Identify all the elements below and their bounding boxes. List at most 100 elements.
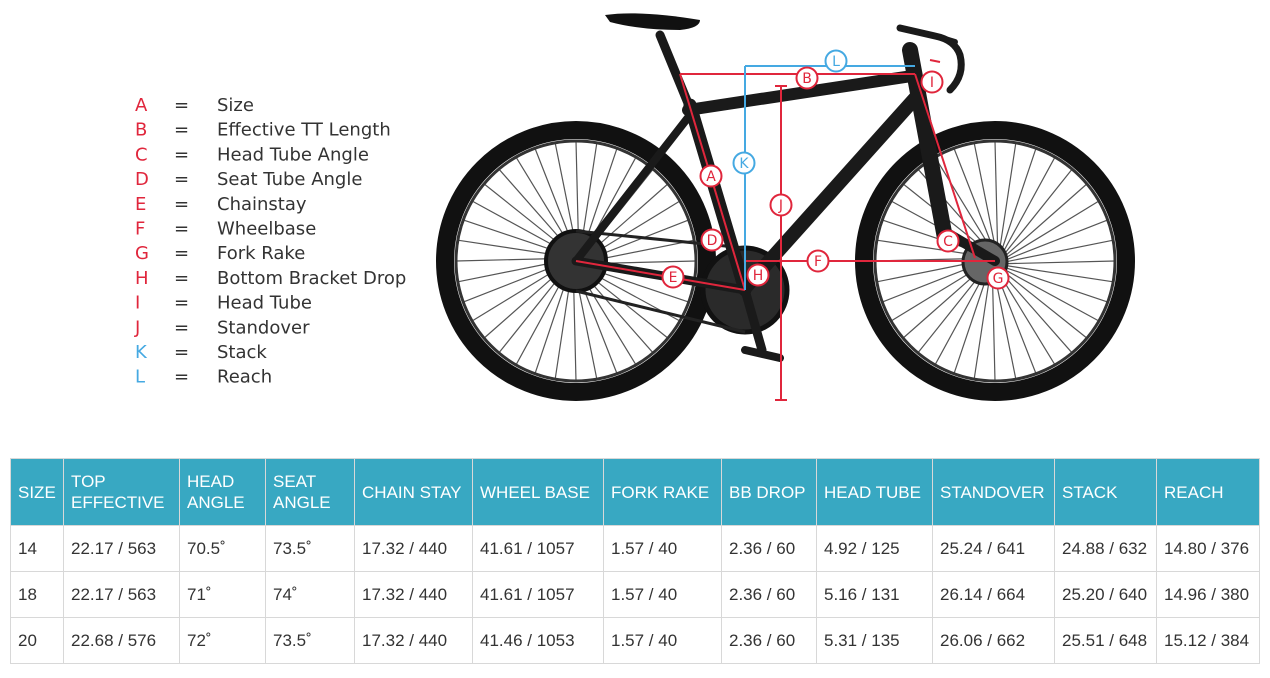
legend-label: Head Tube	[217, 293, 312, 314]
table-cell: 26.14 / 664	[932, 571, 1055, 618]
legend-letter: A	[135, 95, 148, 116]
marker-circle	[920, 70, 944, 94]
legend-equals: =	[174, 169, 189, 190]
header-cell: REACH	[1156, 458, 1260, 526]
legend-label: Stack	[217, 342, 267, 363]
table-cell: 1.57 / 40	[603, 525, 722, 572]
legend-equals: =	[174, 243, 189, 264]
header-cell: SEAT ANGLE	[265, 458, 355, 526]
marker-circle	[824, 49, 848, 73]
table-cell: 14	[10, 525, 64, 572]
marker-letter: F	[814, 254, 822, 270]
table-row: 20 22.68 / 576 72˚ 73.5˚ 17.32 / 440 41.46 / …	[10, 617, 1260, 664]
table-row: 14 22.17 / 563 70.5˚ 73.5˚ 17.32 / 440 41.61 …	[10, 525, 1260, 572]
marker-letter: C	[943, 234, 953, 250]
table-cell: 70.5˚	[179, 525, 266, 572]
geometry-table: SIZE TOP EFFECTIVE HEAD ANGLE SEAT ANGLE CHA…	[10, 458, 1260, 664]
legend-label: Standover	[217, 317, 310, 338]
table-cell: 2.36 / 60	[721, 571, 817, 618]
header-cell: HEAD ANGLE	[179, 458, 266, 526]
table-cell: 5.16 / 131	[816, 571, 933, 618]
marker-letter: I	[930, 75, 934, 91]
legend-label: Bottom Bracket Drop	[217, 268, 406, 289]
marker-circle	[661, 265, 685, 289]
diagram-markers: A B C D E F G H I J K L	[661, 49, 1010, 290]
table-cell: 22.17 / 563	[63, 525, 180, 572]
table-cell: 18	[10, 571, 64, 618]
legend-label: Wheelbase	[217, 219, 316, 240]
header-cell: STANDOVER	[932, 458, 1055, 526]
legend-letter: E	[135, 194, 146, 215]
table-cell: 2.36 / 60	[721, 617, 817, 664]
legend-equals: =	[174, 219, 189, 240]
legend-label: Chainstay	[217, 194, 307, 215]
legend-letter: K	[135, 342, 148, 363]
marker-letter: J	[778, 198, 783, 214]
table-cell: 25.51 / 648	[1054, 617, 1157, 664]
legend-equals: =	[174, 120, 189, 141]
table-cell: 22.17 / 563	[63, 571, 180, 618]
legend-letter: H	[135, 268, 149, 289]
legend-label: Head Tube Angle	[217, 144, 369, 165]
legend-letter: J	[134, 317, 140, 338]
marker-letter: B	[802, 71, 812, 87]
marker-letter: L	[832, 54, 840, 70]
marker-letter: K	[739, 156, 749, 172]
legend-letter: B	[135, 120, 147, 141]
table-cell: 26.06 / 662	[932, 617, 1055, 664]
table-cell: 20	[10, 617, 64, 664]
legend-letter: I	[135, 293, 140, 314]
table-cell: 1.57 / 40	[603, 571, 722, 618]
marker-letter: A	[706, 169, 716, 185]
table-cell: 17.32 / 440	[354, 617, 473, 664]
table-cell: 41.61 / 1057	[472, 571, 604, 618]
table-cell: 14.96 / 380	[1156, 571, 1260, 618]
header-cell: TOP EFFECTIVE	[63, 458, 180, 526]
legend-equals: =	[174, 144, 189, 165]
table-cell: 15.12 / 384	[1156, 617, 1260, 664]
legend-equals: =	[174, 342, 189, 363]
table-cell: 73.5˚	[265, 617, 355, 664]
table-cell: 41.46 / 1053	[472, 617, 604, 664]
bike-diagram: A = Size B = Effective TT Length C = Head Tube A…	[134, 13, 1135, 401]
legend-label: Size	[217, 95, 254, 116]
table-cell: 24.88 / 632	[1054, 525, 1157, 572]
table-cell: 71˚	[179, 571, 266, 618]
header-cell: FORK RAKE	[603, 458, 722, 526]
marker-circle	[769, 193, 793, 217]
marker-circle	[806, 249, 830, 273]
header-row: SIZE TOP EFFECTIVE HEAD ANGLE SEAT ANGLE CHA…	[10, 458, 1260, 526]
marker-circle	[746, 263, 770, 287]
legend-label: Effective TT Length	[217, 120, 391, 141]
legend-equals: =	[174, 194, 189, 215]
header-cell: HEAD TUBE	[816, 458, 933, 526]
legend-letter: G	[135, 243, 149, 264]
table-row: 18 22.17 / 563 71˚ 74˚ 17.32 / 440 41.61 / 10…	[10, 571, 1260, 618]
table-cell: 2.36 / 60	[721, 525, 817, 572]
marker-circle	[795, 66, 819, 90]
legend-letter: L	[135, 367, 145, 388]
marker-letter: E	[669, 270, 678, 286]
table-cell: 1.57 / 40	[603, 617, 722, 664]
header-cell: STACK	[1054, 458, 1157, 526]
table-cell: 14.80 / 376	[1156, 525, 1260, 572]
legend-equals: =	[174, 293, 189, 314]
geometry-lines	[575, 59, 995, 401]
legend-label: Reach	[217, 367, 272, 388]
legend-equals: =	[174, 317, 189, 338]
marker-letter: H	[753, 268, 764, 284]
table-cell: 72˚	[179, 617, 266, 664]
table-cell: 4.92 / 125	[816, 525, 933, 572]
marker-circle	[700, 228, 724, 252]
table-cell: 5.31 / 135	[816, 617, 933, 664]
legend-label: Fork Rake	[217, 243, 305, 264]
legend-letter: C	[135, 144, 148, 165]
header-cell: CHAIN STAY	[354, 458, 473, 526]
legend-equals: =	[174, 367, 189, 388]
header-cell: SIZE	[10, 458, 64, 526]
marker-circle	[986, 266, 1010, 290]
legend-equals: =	[174, 268, 189, 289]
legend-label: Seat Tube Angle	[217, 169, 362, 190]
legend-letter: D	[135, 169, 149, 190]
